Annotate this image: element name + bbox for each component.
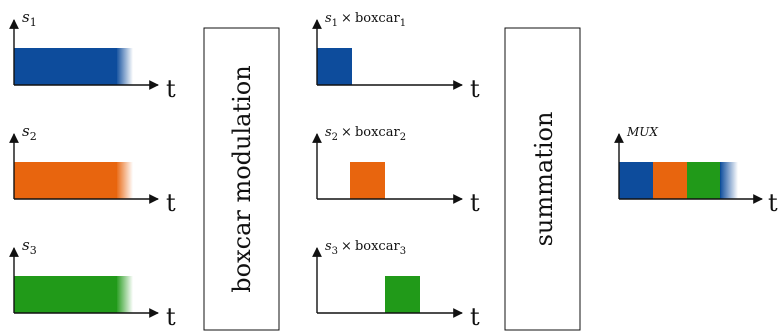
boxcar-modulation-box (203, 27, 280, 331)
mux-segment-3 (687, 162, 721, 199)
modulated-1-bar (317, 48, 352, 85)
modulated-1-label: s1 × boxcar1 (325, 11, 406, 29)
signal-3-label: s3 (22, 236, 37, 257)
modulated-2-bar (350, 162, 385, 199)
modulated-signal-3: s3 × boxcar3 t (312, 239, 480, 331)
signal-2-bar (14, 162, 117, 199)
signal-2-fade (116, 162, 133, 199)
modulated-3-t-label: t (470, 303, 480, 331)
input-signal-2: s2 t (9, 122, 176, 217)
summation-block: summation (504, 27, 581, 331)
mux-segment-2 (653, 162, 688, 199)
mux-segment-4-fade (720, 162, 738, 199)
mux-output: MUX t (614, 125, 778, 217)
signal-2-label: s2 (22, 122, 37, 143)
signal-1-label: s1 (22, 8, 37, 29)
signal-3-bar (14, 276, 117, 313)
mux-segment-1 (619, 162, 654, 199)
signal-2-t-label: t (166, 189, 176, 217)
modulated-3-bar (385, 276, 420, 313)
modulated-signal-2: s2 × boxcar2 t (312, 125, 480, 217)
mux-t-label: t (768, 189, 778, 217)
signal-3-fade (116, 276, 133, 313)
summation-label: summation (530, 112, 558, 247)
signal-1-bar (14, 48, 117, 85)
modulated-2-t-label: t (470, 189, 480, 217)
input-signal-1: s1 t (9, 8, 176, 103)
input-signal-3: s3 t (9, 236, 176, 331)
signal-1-t-label: t (166, 75, 176, 103)
signal-1-fade (116, 48, 133, 85)
modulated-signal-1: s1 × boxcar1 t (312, 11, 480, 103)
signal-3-t-label: t (166, 303, 176, 331)
modulated-2-label: s2 × boxcar2 (325, 125, 406, 143)
modulated-1-t-label: t (470, 75, 480, 103)
summation-box (504, 27, 581, 331)
mux-label: MUX (626, 125, 658, 139)
boxcar-modulation-label: boxcar modulation (228, 65, 256, 292)
modulated-3-label: s3 × boxcar3 (325, 239, 406, 257)
boxcar-modulation-block: boxcar modulation (203, 27, 280, 331)
